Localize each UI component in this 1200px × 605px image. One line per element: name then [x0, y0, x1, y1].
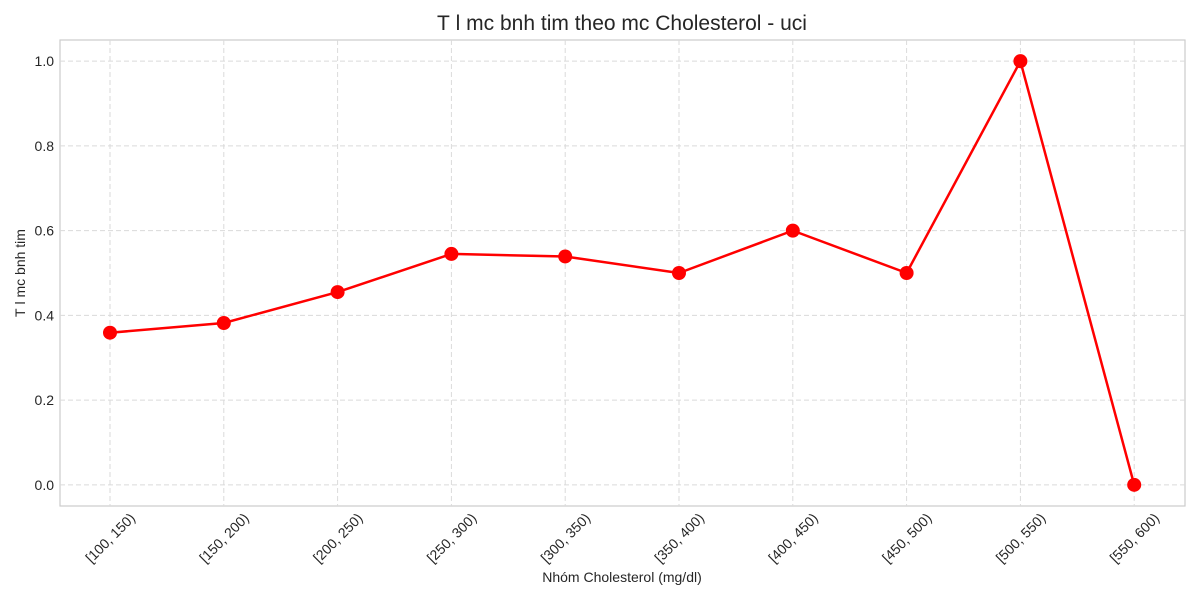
x-tick-label: [350, 400) [651, 510, 707, 566]
data-point-7 [786, 224, 800, 238]
x-tick-label: [450, 500) [879, 510, 935, 566]
data-point-1 [103, 326, 117, 340]
x-tick-label: [500, 550) [993, 510, 1049, 566]
x-tick-label: [250, 300) [424, 510, 480, 566]
y-axis-ticks: 0.0 0.2 0.4 0.6 0.8 1.0 [35, 53, 55, 493]
x-tick-label: [300, 350) [537, 510, 593, 566]
x-axis-ticks: [100, 150) [150, 200) [200, 250) [250, 300)… [82, 510, 1162, 566]
x-tick-label: [550, 600) [1106, 510, 1162, 566]
y-tick-label: 0.8 [35, 138, 55, 154]
y-tick-label: 0.6 [35, 223, 55, 239]
y-axis-label: T l m c b nh tim [12, 229, 28, 317]
x-tick-label: [150, 200) [196, 510, 252, 566]
data-point-8 [900, 266, 914, 280]
data-point-4 [444, 247, 458, 261]
y-tick-label: 0.0 [35, 477, 55, 493]
data-point-5 [558, 249, 572, 263]
y-tick-label: 0.2 [35, 392, 55, 408]
x-tick-label: [100, 150) [82, 510, 138, 566]
x-axis-label: Nhóm Cholesterol (mg/dl) [542, 569, 702, 585]
data-point-9 [1013, 54, 1027, 68]
data-point-6 [672, 266, 686, 280]
y-tick-label: 0.4 [35, 307, 55, 323]
plot-area [60, 40, 1185, 506]
data-point-10 [1127, 478, 1141, 492]
data-point-3 [331, 285, 345, 299]
x-tick-label: [200, 250) [310, 510, 366, 566]
data-point-2 [217, 316, 231, 330]
x-tick-label: [400, 450) [765, 510, 821, 566]
y-tick-label: 1.0 [35, 53, 55, 69]
chart-title: T l m c b nh tim theo m c Cholesterol - … [437, 12, 807, 35]
